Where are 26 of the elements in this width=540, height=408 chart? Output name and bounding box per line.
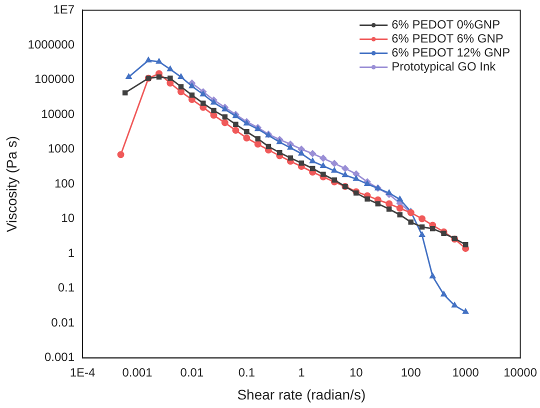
x-tick-label: 1 [298, 365, 306, 380]
legend-label: Prototypical GO Ink [392, 60, 497, 74]
legend-label: 6% PEDOT 0%GNP [392, 18, 500, 32]
legend-label: 6% PEDOT 6% GNP [392, 32, 504, 46]
y-tick-label: 100 [54, 176, 75, 190]
x-tick-label: 0.1 [238, 365, 256, 380]
y-tick-label: 1 [68, 246, 75, 260]
y-tick-label: 0.001 [44, 350, 75, 364]
x-tick-label: 1E-4 [70, 365, 96, 380]
y-tick-label: 1000000 [28, 37, 75, 52]
y-tick-label: 0.01 [51, 315, 75, 330]
x-tick-label: 0.001 [122, 365, 153, 380]
x-tick-label: 0.01 [180, 365, 204, 380]
y-tick-label: 100000 [34, 72, 75, 86]
x-axis-title: Shear rate (radian/s) [237, 386, 366, 402]
y-tick-label: 10000 [41, 106, 75, 121]
x-tick-label: 10 [349, 365, 364, 380]
y-tick-label: 10 [61, 211, 75, 226]
y-tick-label: 1E7 [53, 2, 75, 17]
y-tick-label: 1000 [48, 142, 75, 156]
x-tick-label: 1000 [452, 365, 480, 380]
y-tick-label: 0.1 [58, 280, 75, 295]
x-tick-label: 10000 [504, 365, 538, 380]
y-axis-title: Viscosity (Pa s) [3, 136, 20, 232]
x-tick-label: 100 [400, 365, 422, 380]
legend-label: 6% PEDOT 12% GNP [392, 46, 510, 60]
